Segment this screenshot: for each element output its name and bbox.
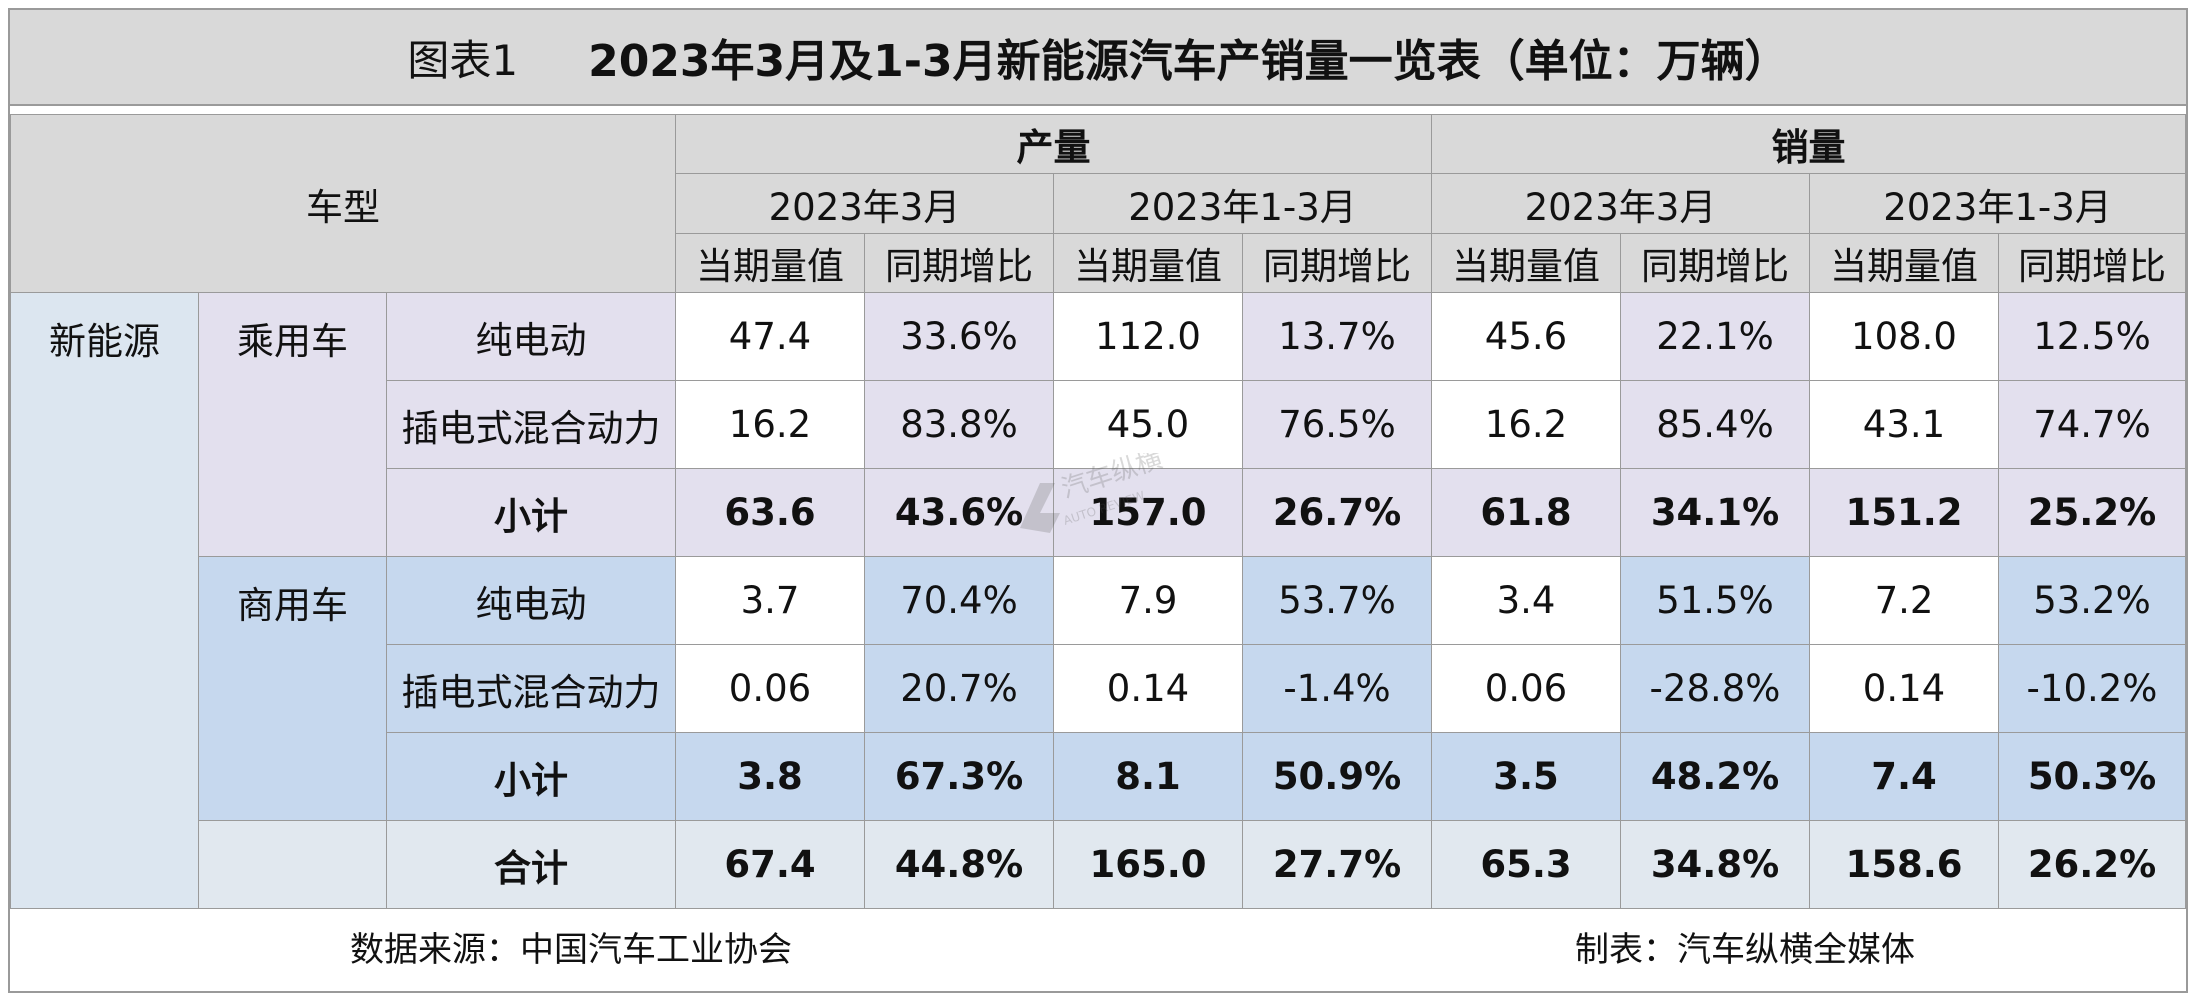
table-maker: 制表：汽车纵横全媒体: [1575, 929, 1915, 970]
table-cell: 53.7%: [1242, 556, 1432, 645]
header-yoy: 同期增比: [1242, 233, 1432, 293]
table-cell: 0.14: [1809, 644, 1999, 733]
page-title: 2023年3月及1-3月新能源汽车产销量一览表（单位：万辆）: [588, 36, 1789, 87]
title-bar: 图表1 2023年3月及1-3月新能源汽车产销量一览表（单位：万辆）: [10, 10, 2186, 106]
table-cell: 20.7%: [864, 644, 1054, 733]
table-cell: 74.7%: [1998, 380, 2186, 469]
table-cell: 50.3%: [1998, 732, 2186, 821]
table-cell: 157.0: [1053, 468, 1243, 557]
table-cell: 26.7%: [1242, 468, 1432, 557]
row-label-passenger: 乘用车: [198, 292, 387, 557]
table-cell: 7.4: [1809, 732, 1999, 821]
table-cell: 16.2: [675, 380, 865, 469]
row-label-bev: 纯电动: [386, 556, 676, 645]
data-source: 数据来源：中国汽车工业协会: [350, 929, 792, 970]
total-spacer: [198, 820, 387, 909]
table-frame: 图表1 2023年3月及1-3月新能源汽车产销量一览表（单位：万辆） 车型 产量…: [8, 8, 2188, 993]
header-period: 2023年3月: [1431, 173, 1810, 234]
header-production: 产量: [675, 114, 1432, 174]
table-cell: 158.6: [1809, 820, 1999, 909]
table-cell: 70.4%: [864, 556, 1054, 645]
table-cell: 50.9%: [1242, 732, 1432, 821]
table-cell: 3.7: [675, 556, 865, 645]
row-label-bev: 纯电动: [386, 292, 676, 381]
table-cell: 25.2%: [1998, 468, 2186, 557]
table-cell: 83.8%: [864, 380, 1054, 469]
table-cell: 63.6: [675, 468, 865, 557]
row-label-total: 合计: [386, 820, 676, 909]
table-cell: 43.1: [1809, 380, 1999, 469]
table-cell: 47.4: [675, 292, 865, 381]
table-cell: 33.6%: [864, 292, 1054, 381]
header-period: 2023年1-3月: [1809, 173, 2186, 234]
table-cell: 12.5%: [1998, 292, 2186, 381]
header-current-value: 当期量值: [1053, 233, 1243, 293]
table-cell: 27.7%: [1242, 820, 1432, 909]
table-cell: 34.8%: [1620, 820, 1810, 909]
table-row: 插电式混合动力 16.2 83.8% 45.0 76.5% 16.2 85.4%…: [11, 380, 2186, 469]
header-current-value: 当期量值: [1431, 233, 1621, 293]
row-label-subtotal: 小计: [386, 468, 676, 557]
row-label-commercial: 商用车: [198, 556, 387, 821]
table-cell: 0.14: [1053, 644, 1243, 733]
table-cell: 45.0: [1053, 380, 1243, 469]
table-cell: -28.8%: [1620, 644, 1810, 733]
table-cell: 13.7%: [1242, 292, 1432, 381]
table-cell: 22.1%: [1620, 292, 1810, 381]
table-cell: 108.0: [1809, 292, 1999, 381]
table-cell: 7.2: [1809, 556, 1999, 645]
header-sales: 销量: [1431, 114, 2186, 174]
table-cell: 43.6%: [864, 468, 1054, 557]
table-cell: -10.2%: [1998, 644, 2186, 733]
table-cell: 16.2: [1431, 380, 1621, 469]
row-label-nev: 新能源: [10, 292, 199, 909]
table-row: 新能源 乘用车 纯电动 47.4 33.6% 112.0 13.7% 45.6 …: [10, 292, 2186, 909]
table-cell: 51.5%: [1620, 556, 1810, 645]
header-current-value: 当期量值: [1809, 233, 1999, 293]
header-yoy: 同期增比: [1620, 233, 1810, 293]
row-label-phev: 插电式混合动力: [386, 644, 676, 733]
table-cell: 61.8: [1431, 468, 1621, 557]
table-cell: 48.2%: [1620, 732, 1810, 821]
table-row: 商用车 纯电动 3.7 70.4% 7.9 53.7% 3.4 51.5% 7.…: [11, 556, 2186, 821]
header-period: 2023年1-3月: [1053, 173, 1432, 234]
figure-number: 图表1: [407, 35, 519, 85]
table-cell: 67.3%: [864, 732, 1054, 821]
table-cell: 45.6: [1431, 292, 1621, 381]
table-cell: 0.06: [675, 644, 865, 733]
table-cell: 151.2: [1809, 468, 1999, 557]
table-cell: 53.2%: [1998, 556, 2186, 645]
header-yoy: 同期增比: [1998, 233, 2186, 293]
table-cell: -1.4%: [1242, 644, 1432, 733]
header-current-value: 当期量值: [675, 233, 865, 293]
table-row: 小计 3.8 67.3% 8.1 50.9% 3.5 48.2% 7.4 50.…: [11, 732, 2186, 821]
table-cell: 7.9: [1053, 556, 1243, 645]
table-row: 插电式混合动力 0.06 20.7% 0.14 -1.4% 0.06 -28.8…: [11, 644, 2186, 733]
table-cell: 76.5%: [1242, 380, 1432, 469]
table-cell: 3.8: [675, 732, 865, 821]
footer: 数据来源：中国汽车工业协会 制表：汽车纵横全媒体: [10, 901, 2186, 991]
table-cell: 34.1%: [1620, 468, 1810, 557]
table-cell: 8.1: [1053, 732, 1243, 821]
table-cell: 165.0: [1053, 820, 1243, 909]
table-cell: 26.2%: [1998, 820, 2186, 909]
table-cell: 65.3: [1431, 820, 1621, 909]
table-cell: 85.4%: [1620, 380, 1810, 469]
header-period: 2023年3月: [675, 173, 1054, 234]
header-vehicle-type: 车型: [10, 114, 676, 293]
table-cell: 3.5: [1431, 732, 1621, 821]
table-cell: 3.4: [1431, 556, 1621, 645]
row-label-phev: 插电式混合动力: [386, 380, 676, 469]
table-row: 小计 63.6 43.6% 157.0 26.7% 61.8 34.1% 151…: [11, 468, 2186, 557]
header-yoy: 同期增比: [864, 233, 1054, 293]
table-row: 合计 67.4 44.8% 165.0 27.7% 65.3 34.8% 158…: [11, 820, 2186, 909]
table-cell: 67.4: [675, 820, 865, 909]
table-cell: 44.8%: [864, 820, 1054, 909]
table-cell: 112.0: [1053, 292, 1243, 381]
data-table: 车型 产量 销量 2023年3月 2023年1-3月 2023年3月 2023年…: [10, 114, 2186, 909]
row-label-subtotal: 小计: [386, 732, 676, 821]
table-cell: 0.06: [1431, 644, 1621, 733]
